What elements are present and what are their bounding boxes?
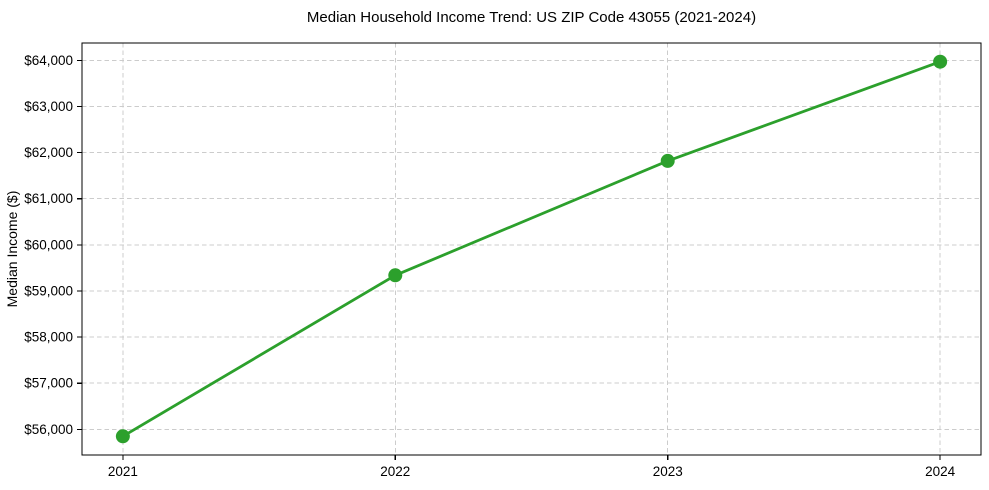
x-tick-label: 2023 [653,464,683,479]
y-tick-label: $56,000 [24,422,73,437]
trend-line [121,60,942,438]
y-tick-label: $57,000 [24,376,73,391]
plot-frame [81,42,982,456]
tick-marks [77,59,941,460]
y-tick-label: $59,000 [24,283,73,298]
income-line-series [115,54,948,444]
x-tick-label: 2024 [925,464,956,479]
data-point-marker [933,54,948,69]
gridlines [82,43,981,455]
y-tick-label: $63,000 [24,99,73,114]
y-tick-label: $58,000 [24,330,73,345]
x-tick-label: 2021 [108,464,138,479]
chart-title: Median Household Income Trend: US ZIP Co… [307,9,756,26]
x-tick-label: 2022 [380,464,410,479]
y-axis-label: Median Income ($) [4,191,20,308]
data-point-marker [660,153,675,168]
y-tick-label: $61,000 [24,191,73,206]
data-point-marker [115,429,130,444]
tick-labels: $56,000 $57,000 $58,000 $59,000 $60,000 $61,0… [24,53,955,479]
data-point-marker [388,268,403,283]
y-tick-label: $60,000 [24,237,73,252]
y-tick-label: $64,000 [24,53,73,68]
y-tick-label: $62,000 [24,145,73,160]
